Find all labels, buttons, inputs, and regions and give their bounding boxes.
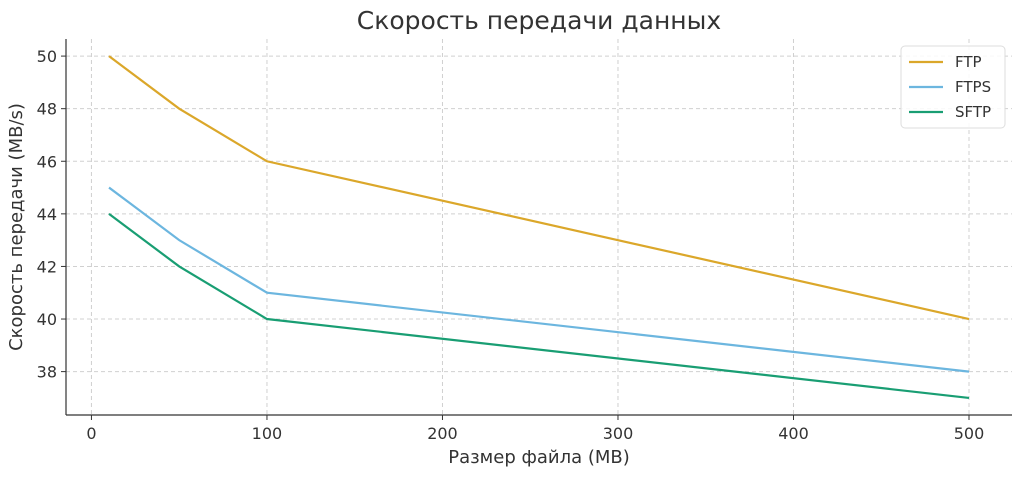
- series-lines: [108, 55, 970, 400]
- x-tick-label: 300: [603, 424, 634, 443]
- legend-label-sftp: SFTP: [955, 103, 991, 121]
- x-tick-label: 100: [252, 424, 283, 443]
- grid: [66, 39, 1012, 415]
- x-tick-label: 200: [427, 424, 458, 443]
- legend-box: [900, 45, 1006, 129]
- x-tick-label: 500: [954, 424, 985, 443]
- y-tick-label: 48: [37, 100, 57, 119]
- y-tick-label: 50: [37, 47, 57, 66]
- y-tick-label: 46: [37, 152, 57, 171]
- y-tick-label: 40: [37, 310, 57, 329]
- x-tick-label: 400: [778, 424, 809, 443]
- x-axis-label: Размер файла (MB): [448, 447, 630, 468]
- chart-title: Скорость передачи данных: [357, 6, 721, 35]
- y-axis-label: Скорость передачи (MB/s): [6, 103, 27, 351]
- legend-label-ftp: FTP: [955, 53, 982, 71]
- y-tick-label: 42: [37, 257, 57, 276]
- y-tick-label: 44: [37, 205, 57, 224]
- series-line-ftps: [108, 186, 970, 373]
- legend-label-ftps: FTPS: [955, 78, 991, 96]
- series-line-ftp: [108, 55, 970, 321]
- x-tick-label: 0: [86, 424, 96, 443]
- y-tick-label: 38: [37, 363, 57, 382]
- series-line-sftp: [108, 212, 970, 400]
- legend: FTP FTPS SFTP: [900, 45, 1006, 129]
- axes: 0 100 200 300 400 500 38 40 42 44 46 48 50: [37, 39, 1012, 443]
